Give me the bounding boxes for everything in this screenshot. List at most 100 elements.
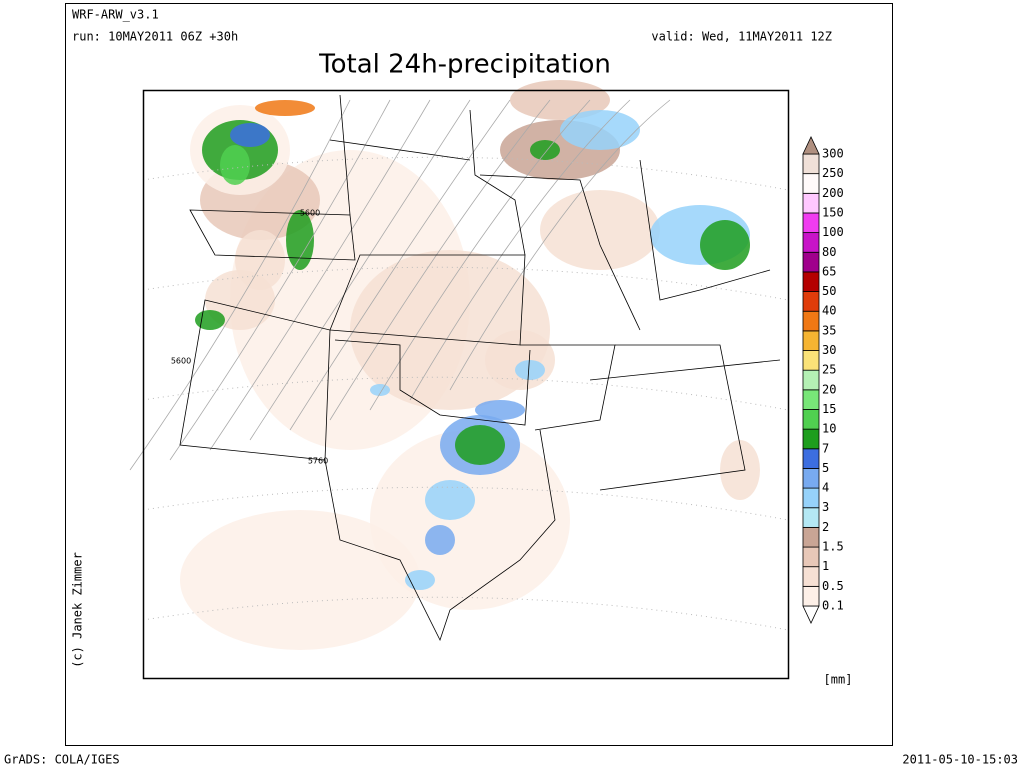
colorbar-box [802, 271, 820, 292]
colorbar-box [802, 585, 820, 607]
colorbar-box [802, 232, 820, 253]
precip-area [255, 100, 315, 116]
colorbar-label: 10 [822, 422, 836, 436]
colorbar-label: 0.5 [822, 579, 844, 593]
precip-area [405, 570, 435, 590]
height-contour [329, 99, 551, 421]
state-border [339, 94, 351, 216]
state-border [479, 174, 641, 331]
state-border [329, 139, 471, 161]
colorbar-label: 50 [822, 284, 836, 298]
colorbar-label: 15 [822, 402, 836, 416]
colorbar-box [802, 310, 820, 332]
colorbar-label: 100 [822, 225, 844, 239]
height-contour [169, 99, 391, 461]
state-border [589, 359, 781, 381]
colorbar-label: 250 [822, 166, 844, 180]
state-border [324, 429, 556, 642]
colorbar-box [802, 389, 820, 410]
colorbar-box [802, 350, 820, 371]
grid-line [142, 376, 789, 411]
precip-area [425, 480, 475, 520]
colorbar-label: 0.1 [822, 599, 844, 613]
grid-line [142, 156, 789, 191]
precip-area [700, 220, 750, 270]
precip-area [235, 230, 285, 290]
precip-area [530, 140, 560, 160]
state-border [599, 344, 746, 491]
colorbar-box [802, 546, 820, 568]
colorbar-label: 1 [822, 559, 829, 573]
colorbar-box [802, 173, 820, 194]
grid-line [142, 486, 789, 521]
height-contour [129, 99, 351, 471]
contour-label: 5600 [300, 209, 320, 218]
precip-area [515, 360, 545, 380]
colorbar-max [802, 136, 820, 155]
unit: [mm] [824, 673, 853, 687]
colorbar-label: 35 [822, 323, 836, 337]
colorbar-box [802, 330, 820, 351]
title: Total 24h-precipitation [318, 50, 611, 80]
colorbar-label: 150 [822, 205, 844, 219]
colorbar-box [802, 468, 820, 489]
colorbar-box [802, 212, 820, 234]
colorbar: 0.1 0.5 1 1.5 2 3 4 5 7 10 15 20 25 30 35 40 50 65 80 100 15… [802, 136, 844, 624]
colorbar-label: 40 [822, 304, 836, 318]
grid-line [142, 596, 789, 631]
precip-area [425, 525, 455, 555]
run: run: 10MAY2011 06Z +30h [72, 30, 238, 44]
colorbar-box [802, 192, 820, 214]
height-contour [409, 99, 631, 401]
colorbar-label: 1.5 [822, 540, 844, 554]
precip-area [370, 384, 390, 396]
precip-area [286, 210, 314, 270]
precip-area [180, 510, 420, 650]
colorbar-box [802, 369, 820, 391]
state-border [334, 339, 531, 426]
map [129, 80, 789, 650]
footer-left: GrADS: COLA/IGES [4, 753, 120, 767]
map-border [142, 89, 790, 680]
colorbar-box [802, 251, 820, 273]
colorbar-label: 3 [822, 500, 829, 514]
colorbar-label: 4 [822, 481, 829, 495]
precip-area [540, 190, 660, 270]
colorbar-label: 25 [822, 363, 836, 377]
colorbar-label: 200 [822, 186, 844, 200]
colorbar-box [802, 487, 820, 509]
precip-area [455, 425, 505, 465]
colorbar-label: 20 [822, 382, 836, 396]
colorbar-label: 2 [822, 520, 829, 534]
footer-right: 2011-05-10-15:03 [902, 753, 1018, 767]
precip-area [720, 440, 760, 500]
state-border [189, 209, 356, 261]
model: WRF-ARW_v3.1 [72, 8, 159, 22]
height-contour [449, 99, 671, 391]
precip-area [230, 123, 270, 147]
colorbar-box [802, 291, 820, 312]
height-contour [289, 99, 511, 431]
height-contour [209, 99, 431, 451]
credit: (c) Janek Zimmer [71, 552, 85, 668]
height-contour [369, 99, 591, 411]
precip-area [220, 145, 250, 185]
state-border [469, 109, 526, 256]
colorbar-label: 65 [822, 264, 836, 278]
colorbar-box [802, 409, 820, 430]
colorbar-label: 5 [822, 461, 829, 475]
precip-area [475, 400, 525, 420]
colorbar-box [802, 526, 820, 548]
colorbar-box [802, 428, 820, 450]
colorbar-box [802, 448, 820, 469]
height-contour [249, 99, 471, 441]
colorbar-label: 80 [822, 245, 836, 259]
colorbar-box [802, 153, 820, 175]
precip-area [195, 310, 225, 330]
colorbar-label: 300 [822, 147, 844, 161]
state-border [520, 344, 616, 431]
colorbar-box [802, 507, 820, 528]
contour-label: 5600 [171, 357, 191, 366]
